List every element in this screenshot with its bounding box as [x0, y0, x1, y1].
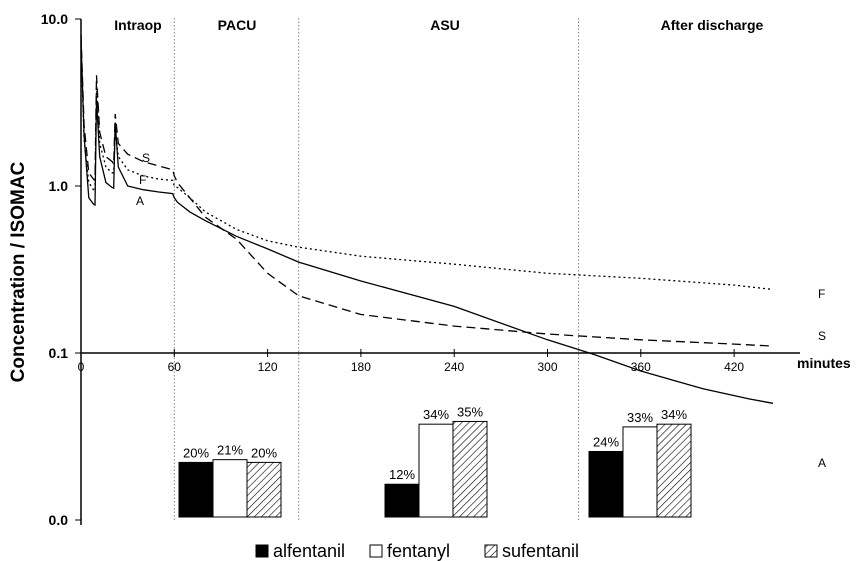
bar-fentanyl [622, 426, 658, 518]
bar-fentanyl [418, 423, 454, 518]
y-tick-label-0-0: 0.0 [49, 512, 69, 528]
series-end-label-f: F [818, 287, 825, 301]
phase-label-intraop: Intraop [114, 17, 161, 33]
bar-value-label: 34% [661, 407, 687, 422]
bar-sufentanil [656, 423, 692, 518]
bar-value-label: 35% [457, 404, 483, 419]
series-lines [80, 35, 774, 404]
bar-value-label: 34% [423, 407, 449, 422]
x-tick-label: 240 [444, 360, 464, 374]
series-line-a [80, 39, 774, 404]
bar-value-label: 20% [183, 445, 209, 460]
series-line-f [80, 44, 774, 291]
y-tick-label-10: 10.0 [41, 11, 68, 27]
legend-label-alfentanil: alfentanil [273, 541, 345, 561]
x-tick-label: 360 [631, 360, 651, 374]
bar-value-label: 33% [627, 410, 653, 425]
x-tick-label: 420 [724, 360, 744, 374]
bar-groups: 20% 21% 20% 12% 34% 35% 24% 33% 34% [178, 404, 692, 518]
series-early-label-f: F [139, 173, 146, 187]
phase-label-asu: ASU [430, 17, 460, 33]
x-tick-label: 60 [168, 360, 182, 374]
x-tick-label: 180 [351, 360, 371, 374]
bar-fentanyl [212, 459, 248, 518]
x-tick-label: 300 [537, 360, 557, 374]
series-line-s [80, 35, 774, 347]
bar-sufentanil [452, 420, 488, 518]
legend: alfentanil fentanyl sufentanil [255, 541, 579, 561]
x-axis-label: minutes [797, 355, 851, 371]
legend-swatch-alfentanil [255, 544, 269, 558]
series-end-label-a: A [818, 456, 826, 470]
series-end-label-s: S [818, 329, 826, 343]
bar-alfentanil [384, 483, 420, 518]
y-tick-label-0-1: 0.1 [49, 345, 69, 361]
bar-alfentanil [588, 450, 624, 518]
phase-label-after-discharge: After discharge [661, 17, 764, 33]
x-ticks: 0 60 120 180 240 300 360 420 [78, 349, 744, 374]
bar-value-label: 20% [251, 445, 277, 460]
legend-label-sufentanil: sufentanil [502, 541, 579, 561]
bar-alfentanil [178, 461, 214, 518]
legend-label-fentanyl: fentanyl [387, 541, 450, 561]
bar-sufentanil [246, 461, 282, 518]
series-early-label-s: S [142, 151, 150, 165]
y-axis-label: Concentration / ISOMAC [8, 161, 29, 382]
bar-value-label: 12% [389, 467, 415, 482]
y-tick-label-1: 1.0 [49, 178, 69, 194]
bar-value-label: 21% [217, 443, 243, 458]
series-early-label-a: A [136, 194, 144, 208]
legend-swatch-fentanyl [369, 544, 383, 558]
bar-value-label: 24% [593, 434, 619, 449]
phase-label-pacu: PACU [218, 17, 257, 33]
legend-swatch-sufentanil [484, 544, 498, 558]
x-tick-label: 0 [78, 360, 85, 374]
x-tick-label: 120 [258, 360, 278, 374]
